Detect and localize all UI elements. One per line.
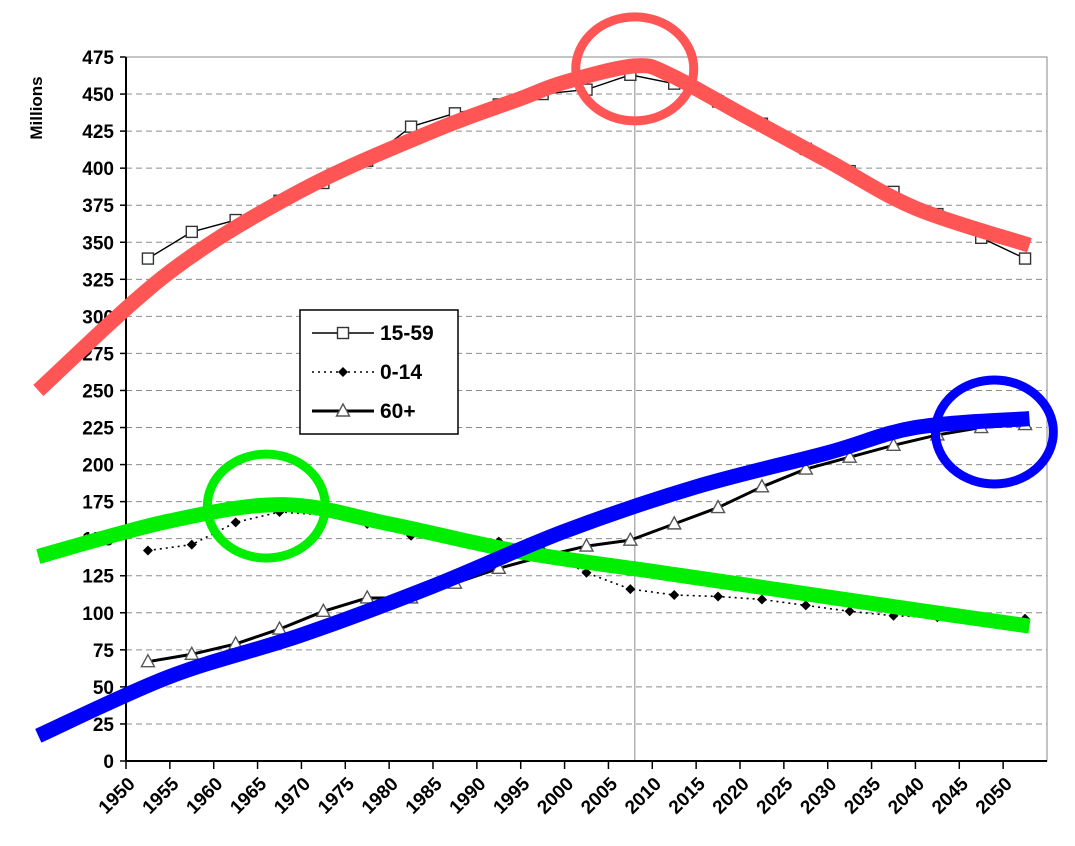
y-tick-label: 50 (93, 678, 114, 699)
x-tick-label: 2000 (533, 774, 578, 819)
y-tick-label: 400 (82, 159, 114, 180)
highlight-circle (202, 449, 330, 563)
y-tick-label: 325 (82, 270, 114, 291)
y-tick-label: 100 (82, 604, 114, 625)
y-tick-label: 475 (82, 48, 114, 69)
series-60+ (140, 416, 1033, 668)
point-marker (315, 602, 332, 618)
x-tick-label: 1970 (270, 774, 315, 819)
x-tick-label: 1955 (139, 773, 184, 818)
y-tick-label: 75 (93, 641, 115, 662)
legend-box (299, 309, 459, 435)
point-marker (186, 539, 197, 550)
point-marker (335, 402, 351, 417)
y-tick-label: 0 (103, 752, 114, 773)
y-tick-label: 250 (82, 381, 114, 402)
legend-label: 60+ (380, 400, 416, 423)
x-tick-label: 2025 (753, 773, 798, 818)
point-marker (841, 448, 858, 463)
y-tick-label: 125 (82, 567, 114, 588)
point-marker (184, 645, 200, 660)
point-marker (271, 620, 288, 635)
point-marker (754, 478, 770, 493)
legend-item: 0-14 (312, 361, 422, 384)
x-tick-label: 2050 (972, 774, 1017, 819)
point-marker (622, 531, 639, 546)
legend-item: 60+ (312, 400, 416, 423)
legend: 15-59 0-14 60+ (299, 309, 459, 435)
x-tick-label: 2010 (621, 774, 666, 819)
x-tick-label: 2015 (665, 773, 710, 818)
point-marker (142, 545, 153, 556)
highlight-circle (930, 375, 1058, 489)
trend-curve (35, 411, 1031, 743)
x-tick-label: 1990 (446, 774, 491, 819)
legend-item: 15-59 (312, 322, 434, 345)
y-tick-label: 425 (82, 122, 114, 143)
point-marker (404, 120, 418, 133)
y-tick-label: 175 (82, 493, 114, 514)
point-marker (578, 537, 595, 552)
x-tick-label: 2045 (928, 773, 973, 818)
y-axis-title: Millions (27, 76, 46, 139)
point-marker (1018, 252, 1032, 265)
trend-curve (33, 58, 1032, 397)
point-marker (140, 653, 156, 668)
x-tick-label: 2035 (840, 773, 885, 818)
x-tick-label: 1975 (314, 773, 359, 818)
trend-curve (36, 497, 1031, 634)
y-tick-label: 375 (82, 196, 114, 217)
legend-label: 15-59 (380, 322, 434, 345)
x-tick-label: 1950 (95, 774, 140, 819)
point-marker (756, 594, 767, 605)
point-marker (844, 606, 855, 617)
x-tick-label: 1960 (183, 774, 228, 819)
x-tick-label: 2005 (577, 773, 622, 818)
y-tick-label: 225 (82, 419, 114, 440)
point-marker (710, 499, 726, 514)
point-marker (798, 460, 814, 475)
point-marker (666, 515, 682, 530)
point-marker (713, 591, 724, 602)
y-tick-label: 350 (82, 233, 114, 254)
point-marker (885, 436, 902, 452)
plot-frame (125, 56, 1048, 762)
x-tick-label: 1985 (402, 773, 447, 818)
data-series (140, 68, 1033, 668)
x-tick-label: 1980 (358, 774, 403, 819)
point-marker (625, 584, 636, 595)
highlight-circle (571, 12, 699, 126)
x-tick-label: 2030 (797, 774, 842, 819)
y-tick-label: 450 (82, 85, 114, 106)
point-marker (141, 252, 155, 265)
point-marker (359, 589, 375, 604)
x-tick-label: 2020 (709, 774, 754, 819)
point-marker (669, 590, 680, 601)
y-tick-label: 200 (82, 456, 114, 477)
point-marker (800, 600, 811, 611)
point-marker (581, 567, 592, 578)
gridlines (126, 56, 1047, 761)
point-marker (338, 367, 348, 377)
x-tick-label: 1995 (490, 773, 535, 818)
point-marker (230, 517, 241, 528)
legend-label: 0-14 (380, 361, 422, 384)
x-tick-label: 1965 (226, 773, 271, 818)
x-tick-label: 2040 (884, 774, 929, 819)
point-marker (336, 326, 350, 340)
annotations (33, 12, 1058, 743)
y-tick-label: 25 (93, 715, 115, 736)
series-line (147, 511, 1026, 620)
point-marker (185, 225, 198, 239)
